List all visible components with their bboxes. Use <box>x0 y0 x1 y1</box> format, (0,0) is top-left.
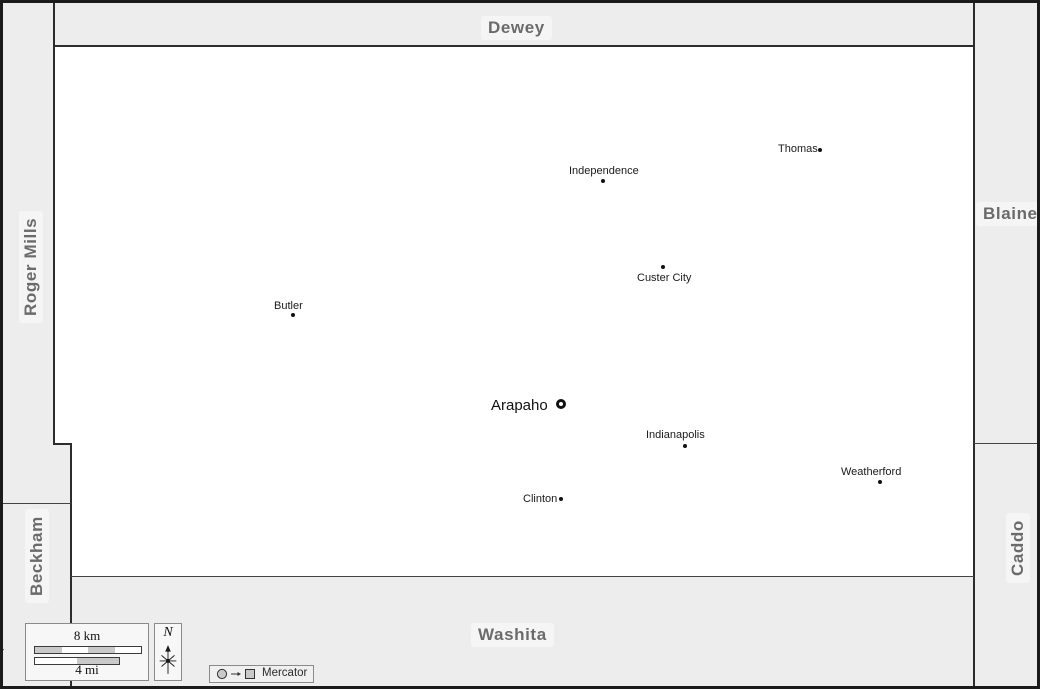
compass-needle-icon <box>159 645 177 674</box>
city-label: Thomas <box>778 143 818 155</box>
focus-county-lower <box>71 444 974 577</box>
border-custer-caddo <box>973 444 975 686</box>
scale-segment <box>35 658 77 664</box>
copyright-credit: © d-maps.com <box>0 620 5 682</box>
border-rogermills-beckham <box>3 503 71 504</box>
globe-circle-icon <box>216 668 228 680</box>
city-label: Weatherford <box>841 466 902 478</box>
flat-square-icon <box>245 669 255 679</box>
county-label-washita: Washita <box>471 623 554 647</box>
border-blaine-caddo <box>974 443 1037 444</box>
county-label-blaine: Blaine <box>976 202 1037 226</box>
county-label-caddo: Caddo <box>1006 513 1030 583</box>
city-label: Clinton <box>523 493 558 505</box>
scale-segment <box>61 647 88 653</box>
city-label: Arapaho <box>491 397 548 414</box>
city-marker-dot <box>683 444 687 448</box>
border-notch-horizontal <box>54 443 72 445</box>
city-label: Independence <box>569 165 639 177</box>
scale-bar: 8 km 4 mi <box>25 623 149 681</box>
city-marker-dot <box>559 497 563 501</box>
projection-badge[interactable]: Mercator <box>209 665 315 683</box>
scale-mi-label: 4 mi <box>75 662 99 677</box>
county-label-roger-mills: Roger Mills <box>19 210 43 323</box>
county-label-dewey: Dewey <box>481 16 552 40</box>
county-label-beckham: Beckham <box>25 509 49 603</box>
scale-km-label: 8 km <box>73 628 101 643</box>
city-marker-dot <box>818 148 822 152</box>
county-seat-marker <box>556 399 566 409</box>
projection-label: Mercator <box>262 667 308 680</box>
compass-north-label: N <box>163 625 173 640</box>
compass-rose: N <box>154 623 182 681</box>
city-label: Indianapolis <box>646 429 705 441</box>
border-rogermills-custer-upper <box>53 3 55 445</box>
scale-segment <box>88 647 115 653</box>
city-label: Butler <box>274 300 303 312</box>
scale-km-bar <box>34 646 142 654</box>
city-marker-dot <box>601 179 605 183</box>
city-marker-dot <box>878 480 882 484</box>
border-custer-blaine <box>973 3 975 445</box>
scale-segment <box>114 647 141 653</box>
border-rogermills-beckham-custer-lower <box>70 444 72 686</box>
focus-county-main <box>54 46 974 444</box>
city-marker-dot <box>661 265 665 269</box>
border-dewey-custer <box>54 45 975 47</box>
city-marker-dot <box>291 313 295 317</box>
scale-segment <box>77 658 119 664</box>
scale-mi-bar <box>34 657 120 665</box>
city-label: Custer City <box>637 272 692 284</box>
arrow-right-icon <box>231 672 241 676</box>
border-custer-washita <box>71 576 974 577</box>
neighbour-region-roger-mills-lower <box>54 444 71 503</box>
scale-segment <box>35 647 62 653</box>
